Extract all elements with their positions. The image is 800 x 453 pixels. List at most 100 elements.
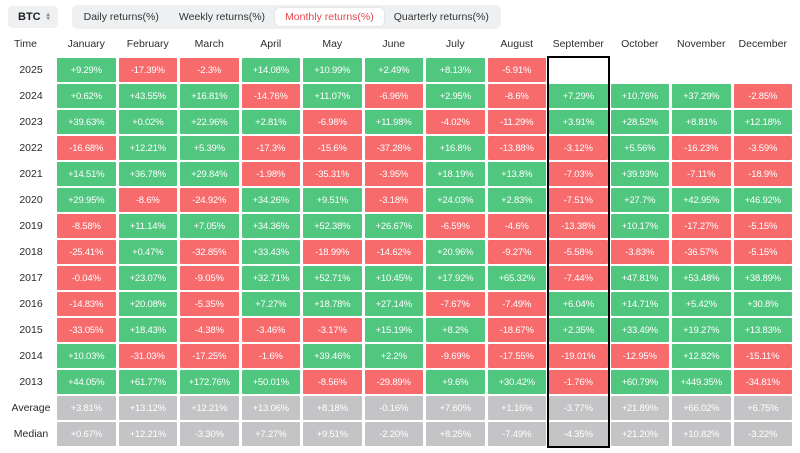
return-cell: -9.05% xyxy=(180,266,239,290)
table-row: 2020 +29.95% -8.6% -24.92% +34.26% +9.51% -3.1… xyxy=(8,188,792,212)
return-cell: -35.31% xyxy=(303,162,362,186)
return-cell: -11.29% xyxy=(487,110,546,134)
table-row: 2014 +10.03% -31.03% -17.25% -1.6% +39.46% +2.… xyxy=(8,344,792,368)
return-cell: -6.96% xyxy=(364,84,423,108)
return-cell: +9.6% xyxy=(426,370,485,394)
table-row: 2013 +44.05% +61.77% +172.76% +50.01% -8.56% -… xyxy=(8,370,792,394)
return-cell: -36.57% xyxy=(672,240,731,264)
symbol-label: BTC xyxy=(18,11,41,23)
return-cell: +11.98% xyxy=(364,110,423,134)
return-cell: -14.76% xyxy=(241,84,300,108)
return-cell: +61.77% xyxy=(118,370,177,394)
return-cell: -4.35% xyxy=(549,422,608,446)
return-cell: +9.29% xyxy=(57,58,116,82)
return-cell: -33.05% xyxy=(57,318,116,342)
return-cell: +0.47% xyxy=(118,240,177,264)
return-cell: +21.20% xyxy=(610,422,669,446)
tab-daily[interactable]: Daily returns(%) xyxy=(83,11,159,23)
return-cell: +42.95% xyxy=(672,188,731,212)
return-cell: +6.75% xyxy=(733,396,792,420)
return-cell: -1.6% xyxy=(241,344,300,368)
return-cell: +8.81% xyxy=(672,110,731,134)
return-cell: -7.44% xyxy=(549,266,608,290)
tab-weekly[interactable]: Weekly returns(%) xyxy=(178,11,266,23)
return-cell: +65.32% xyxy=(487,266,546,290)
return-cell: +7.27% xyxy=(241,422,300,446)
return-cell: -18.9% xyxy=(733,162,792,186)
row-label: 2019 xyxy=(19,220,43,232)
return-cell: -17.25% xyxy=(180,344,239,368)
return-cell: -3.95% xyxy=(364,162,423,186)
tab-monthly[interactable]: Monthly returns(%) xyxy=(275,8,384,26)
return-cell: -31.03% xyxy=(118,344,177,368)
return-cell: -7.67% xyxy=(426,292,485,316)
table-row: 2024 +0.62% +43.55% +16.81% -14.76% +11.07% -6… xyxy=(8,84,792,108)
month-column-header: August xyxy=(500,38,534,50)
return-cell: -8.56% xyxy=(303,370,362,394)
tab-quarterly[interactable]: Quarterly returns(%) xyxy=(393,11,489,23)
table-header-row: Time January February March April May June Jul… xyxy=(8,33,792,55)
table-row: 2023 +39.63% +0.02% +22.96% +2.81% -6.98% +11.… xyxy=(8,110,792,134)
table-row: Median +0.67% +12.21% -3.30% +7.27% +9.51% -2.… xyxy=(8,422,792,446)
return-cell: -24.92% xyxy=(180,188,239,212)
return-cell: -3.77% xyxy=(549,396,608,420)
return-cell: -4.38% xyxy=(180,318,239,342)
table-row: 2017 -0.04% +23.07% -9.05% +32.71% +52.71% +10… xyxy=(8,266,792,290)
return-cell: +66.02% xyxy=(672,396,731,420)
table-row: 2015 -33.05% +18.43% -4.38% -3.46% -3.17% +15.… xyxy=(8,318,792,342)
return-cell: +8.18% xyxy=(303,396,362,420)
return-cell: +23.07% xyxy=(118,266,177,290)
symbol-select[interactable]: BTC ▴ ▾ xyxy=(8,6,58,28)
return-cell: +39.93% xyxy=(610,162,669,186)
month-column-header: April xyxy=(260,38,282,50)
return-cell: +0.02% xyxy=(118,110,177,134)
return-cell: -0.16% xyxy=(364,396,423,420)
row-label: 2014 xyxy=(19,350,43,362)
row-label: 2021 xyxy=(19,168,43,180)
return-cell: +7.60% xyxy=(426,396,485,420)
return-cell: -5.35% xyxy=(180,292,239,316)
month-column-header: July xyxy=(445,38,465,50)
return-cell: +27.7% xyxy=(610,188,669,212)
return-cell: +12.18% xyxy=(733,110,792,134)
row-label: Median xyxy=(13,428,49,440)
return-cell: +1.16% xyxy=(487,396,546,420)
updown-chevron-icon: ▴ ▾ xyxy=(46,12,50,22)
return-cell: -32.85% xyxy=(180,240,239,264)
returns-period-tabs: Daily returns(%) Weekly returns(%) Monthly… xyxy=(71,5,501,29)
return-cell: +27.14% xyxy=(364,292,423,316)
return-cell: +9.51% xyxy=(303,188,362,212)
return-cell: +2.83% xyxy=(487,188,546,212)
return-cell: +10.17% xyxy=(610,214,669,238)
return-cell: +10.45% xyxy=(364,266,423,290)
return-cell: +18.78% xyxy=(303,292,362,316)
return-cell: +3.91% xyxy=(549,110,608,134)
return-cell: +12.21% xyxy=(118,136,177,160)
return-cell: -19.01% xyxy=(549,344,608,368)
return-cell: +28.52% xyxy=(610,110,669,134)
return-cell: -14.83% xyxy=(57,292,116,316)
row-label: 2022 xyxy=(19,142,43,154)
return-cell: +19.27% xyxy=(672,318,731,342)
return-cell: -12.95% xyxy=(610,344,669,368)
return-cell: +13.8% xyxy=(487,162,546,186)
return-cell: +8.13% xyxy=(426,58,485,82)
return-cell: +7.29% xyxy=(549,84,608,108)
return-cell: +13.12% xyxy=(118,396,177,420)
return-cell: -3.59% xyxy=(733,136,792,160)
return-cell: -29.89% xyxy=(364,370,423,394)
return-cell: -7.49% xyxy=(487,292,546,316)
row-label: 2015 xyxy=(19,324,43,336)
return-cell: +5.42% xyxy=(672,292,731,316)
month-column-header: January xyxy=(67,38,105,50)
return-cell: -7.11% xyxy=(672,162,731,186)
return-cell: -8.58% xyxy=(57,214,116,238)
return-cell: +38.89% xyxy=(733,266,792,290)
return-cell: +11.14% xyxy=(118,214,177,238)
return-cell: -0.04% xyxy=(57,266,116,290)
return-cell: +20.96% xyxy=(426,240,485,264)
return-cell: -13.88% xyxy=(487,136,546,160)
return-cell: +32.71% xyxy=(241,266,300,290)
return-cell: +60.79% xyxy=(610,370,669,394)
